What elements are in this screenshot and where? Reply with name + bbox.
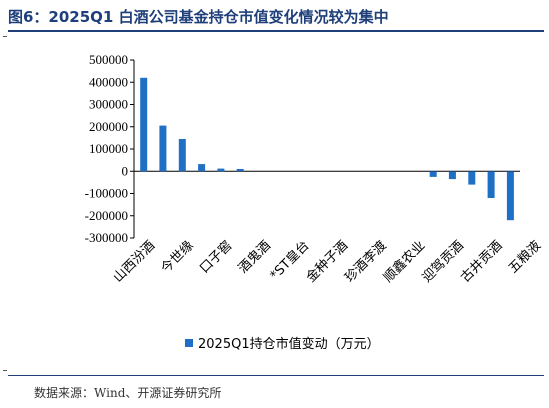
x-category-label: 五粮液 <box>506 238 544 276</box>
y-tick-label: 300000 <box>89 97 128 112</box>
x-category-label: 山西汾酒 <box>111 238 158 285</box>
x-category-label: 珍酒李渡 <box>342 238 390 286</box>
bar-chart: 500000 400000 300000 200000 100000 0 -100000 -2… <box>85 52 544 352</box>
bar <box>487 171 495 198</box>
x-category-label: 酒鬼酒 <box>235 238 274 277</box>
y-tick-label: 0 <box>122 163 129 178</box>
x-category-label: 金种子酒 <box>303 238 351 286</box>
margin-mark-bottom <box>3 370 7 371</box>
bar <box>140 77 148 172</box>
y-tick-label: 100000 <box>89 141 128 156</box>
bar <box>159 125 167 172</box>
bar <box>236 169 244 172</box>
bar <box>448 171 456 180</box>
figure-title: 图6：2025Q1 白酒公司基金持仓市值变化情况较为集中 <box>8 8 389 26</box>
y-tick-label: -100000 <box>85 186 128 201</box>
footer-rule <box>8 375 544 376</box>
bar <box>217 168 225 172</box>
bar <box>198 164 206 172</box>
x-category-label: 顺鑫农业 <box>380 238 428 286</box>
x-category-label: 口子窖 <box>196 238 235 277</box>
bar <box>506 171 514 221</box>
y-tick-label: 500000 <box>89 52 128 67</box>
bar <box>178 139 186 172</box>
y-tick-label: 200000 <box>89 119 128 134</box>
y-tick-label: 400000 <box>89 74 128 89</box>
legend-swatch <box>185 339 193 347</box>
x-category-label: 迎驾贡酒 <box>420 238 467 285</box>
y-tick-label: -200000 <box>85 208 128 223</box>
x-category-label: 今世缘 <box>158 238 197 277</box>
bar <box>429 171 437 177</box>
legend-label: 2025Q1持仓市值变动（万元） <box>198 336 380 352</box>
x-category-label: 古井贡酒 <box>458 238 505 285</box>
title-underline <box>8 30 544 32</box>
bar <box>468 171 476 185</box>
source-note: 数据来源：Wind、开源证券研究所 <box>34 386 222 400</box>
y-tick-label: -300000 <box>85 230 128 245</box>
margin-mark-top <box>3 36 7 37</box>
